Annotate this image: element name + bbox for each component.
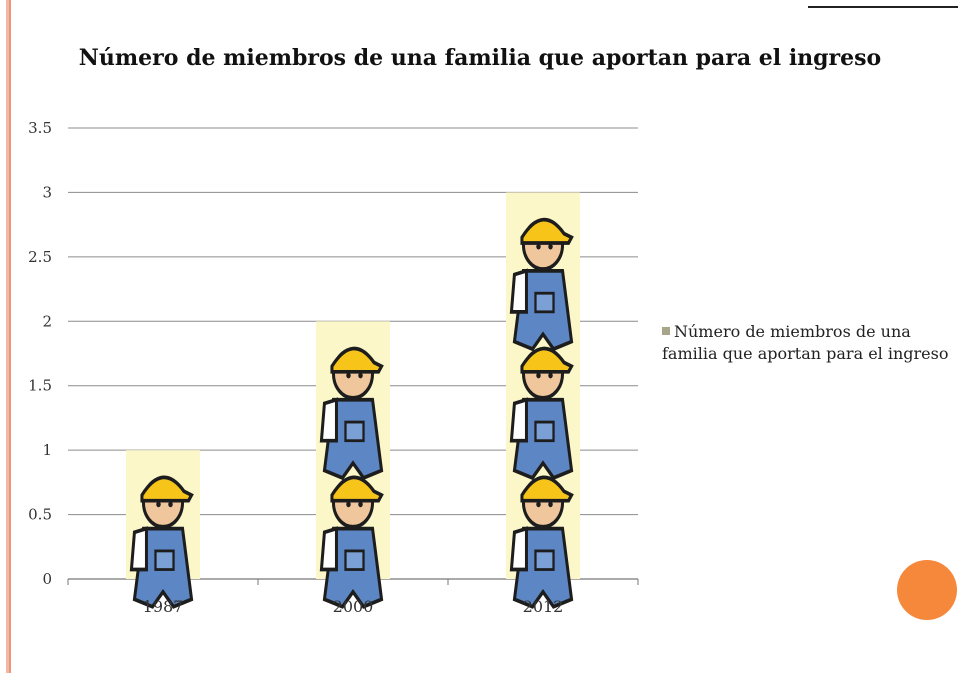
chart-title: Número de miembros de una familia que ap…	[78, 45, 882, 71]
y-tick-label: 2.5	[28, 248, 52, 266]
slide-top-rule	[808, 6, 958, 8]
legend-label: Número de miembros de una familia que ap…	[662, 322, 949, 363]
slide-left-border	[6, 0, 11, 673]
legend-swatch	[662, 327, 670, 335]
y-tick-label: 1.5	[28, 377, 52, 395]
x-tick-label: 1987	[143, 597, 184, 616]
y-tick-label: 1	[42, 441, 52, 459]
y-tick-label: 2	[42, 312, 52, 330]
y-tick-label: 3.5	[28, 119, 52, 137]
y-tick-label: 3	[42, 183, 52, 201]
decorative-orange-circle	[897, 560, 957, 620]
y-tick-label: 0	[42, 570, 52, 588]
slide-left-border-line	[9, 0, 11, 673]
x-tick-label: 2012	[523, 597, 564, 616]
chart-legend: Número de miembros de una familia que ap…	[662, 321, 962, 365]
y-tick-label: 0.5	[28, 506, 52, 524]
x-tick-label: 2000	[333, 597, 374, 616]
